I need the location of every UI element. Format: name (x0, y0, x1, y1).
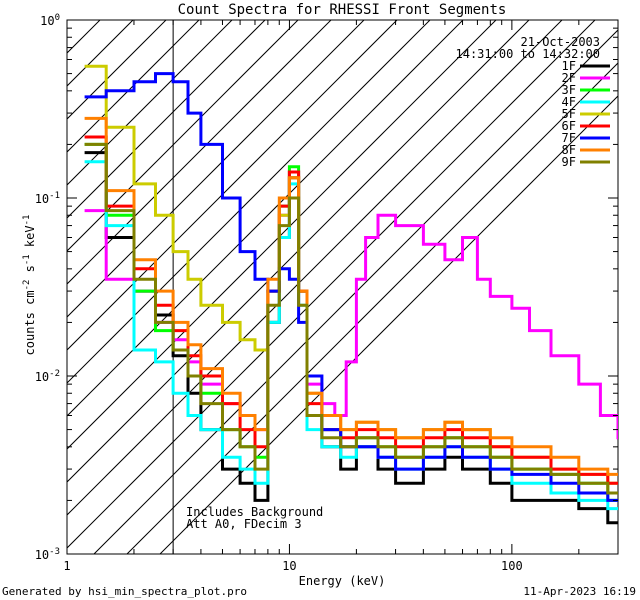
hatch-line (159, 95, 618, 554)
legend-label-4F: 4F (562, 95, 576, 109)
chart-title: Count Spectra for RHESSI Front Segments (178, 2, 507, 18)
hatch-line (67, 20, 464, 417)
series-9F-line (84, 142, 618, 495)
hatch-line (126, 62, 618, 554)
observation-date: 21-Oct-2003 (521, 35, 600, 49)
hatch-line (67, 20, 365, 318)
hatch-line (67, 20, 398, 351)
hatch-line (67, 20, 563, 516)
x-tick-label: 1 (63, 559, 70, 573)
y-tick-label: 10-1 (35, 191, 60, 206)
time-range: 14:31:00 to 14:32:00 (456, 47, 601, 61)
annotation: Includes Background Att A0, FDecim 3 (186, 505, 323, 531)
hatch-line (67, 20, 431, 384)
y-tick-label: 100 (40, 13, 60, 28)
legend-label-7F: 7F (562, 131, 576, 145)
hatch-line (67, 20, 233, 186)
x-tick-label: 10 (282, 559, 296, 573)
hatch-line (67, 20, 530, 483)
legend-label-9F: 9F (562, 155, 576, 169)
legend-label-2F: 2F (562, 71, 576, 85)
series-layer (84, 64, 618, 525)
y-axis-label: counts cm-2 s-1 keV-1 (22, 215, 37, 356)
legend-label-3F: 3F (562, 83, 576, 97)
y-axis: 10-3 10-2 10-1 100 (35, 13, 618, 562)
y-tick-label: 10-3 (35, 547, 60, 562)
hatch-line (67, 20, 68, 21)
hatch-line (67, 20, 266, 219)
header-info: 21-Oct-2003 14:31:00 to 14:32:00 (456, 35, 601, 61)
x-tick-label: 100 (501, 559, 523, 573)
legend-label-5F: 5F (562, 107, 576, 121)
footer-generated-by: Generated by hsi_min_spectra_plot.pro (2, 585, 247, 598)
legend-label-1F: 1F (562, 59, 576, 73)
hatch-line (67, 20, 200, 153)
legend-label-8F: 8F (562, 143, 576, 157)
hatch-line (67, 20, 332, 285)
legend-label-6F: 6F (562, 119, 576, 133)
footer-timestamp: 11-Apr-2023 16:19 (523, 585, 636, 598)
hatch-lines (67, 20, 618, 554)
series-1F-line (84, 151, 618, 525)
hatch-line (93, 29, 618, 554)
hatch-line (67, 20, 299, 252)
series-5F-line (84, 64, 618, 485)
x-axis-label: Energy (keV) (299, 574, 386, 588)
annotation-line-2: Att A0, FDecim 3 (186, 517, 302, 531)
hatch-line (67, 20, 596, 549)
hatch-boundary (67, 20, 174, 554)
series-6F-line (84, 135, 618, 485)
y-tick-label: 10-2 (35, 369, 60, 384)
hatch-line (67, 20, 167, 120)
hatch-line (67, 20, 101, 54)
hatched-region (67, 20, 618, 554)
hatch-line (67, 20, 497, 450)
annotation-line-1: Includes Background (186, 505, 323, 519)
x-axis: 1 10 100 (63, 20, 619, 573)
